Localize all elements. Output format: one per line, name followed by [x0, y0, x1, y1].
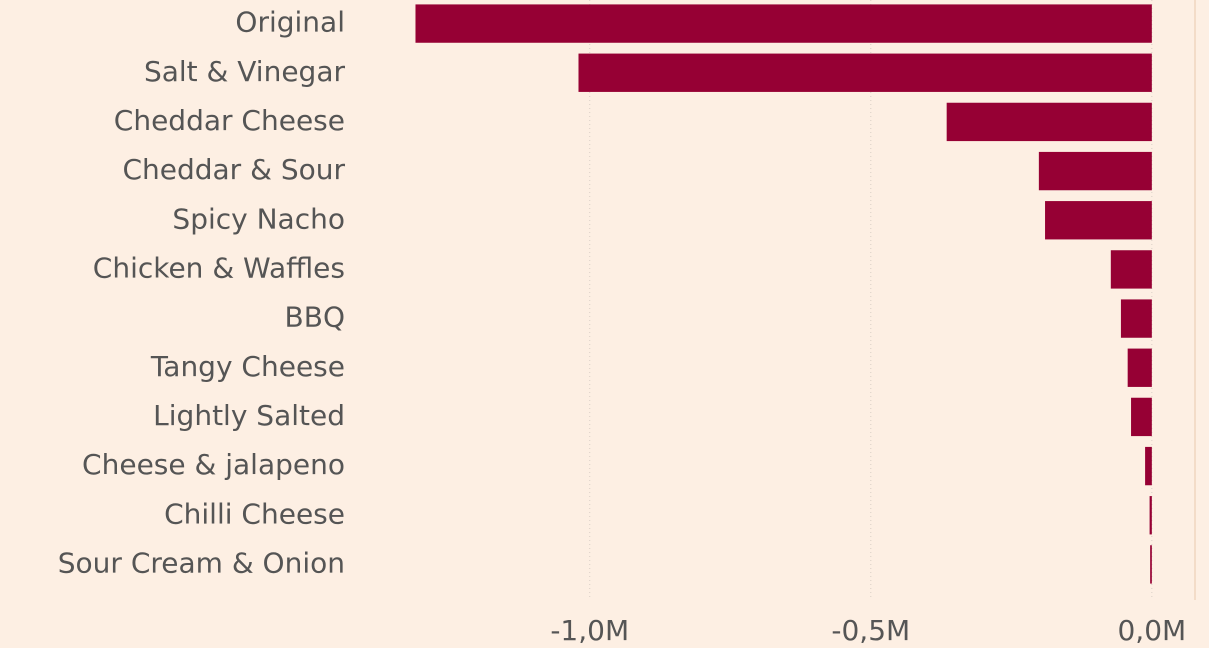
x-tick-label: 0,0M [1117, 614, 1186, 647]
bar [1145, 446, 1152, 486]
y-tick-label: Chicken & Waffles [93, 251, 345, 284]
y-tick-label: Original [235, 6, 345, 39]
y-tick-label: Sour Cream & Onion [58, 546, 345, 579]
bar [1127, 348, 1152, 387]
y-tick-label: Spicy Nacho [172, 202, 345, 235]
y-tick-label: Tangy Cheese [150, 350, 345, 383]
bar [1131, 397, 1152, 437]
y-tick-label: Salt & Vinegar [144, 55, 346, 88]
y-tick-label: Cheddar & Sour [122, 153, 345, 186]
bar [1150, 545, 1152, 584]
bar [1149, 496, 1152, 535]
bar [415, 4, 1152, 43]
bar [578, 53, 1152, 92]
bar [1038, 151, 1152, 191]
bar [1045, 201, 1152, 240]
x-tick-label: -0,5M [831, 614, 910, 647]
y-tick-label: Chilli Cheese [164, 497, 345, 530]
x-tick-label: -1,0M [550, 614, 629, 647]
bar [1110, 250, 1152, 289]
y-tick-label: Cheddar Cheese [114, 104, 345, 137]
y-tick-label: Lightly Salted [153, 399, 345, 432]
bar [1120, 299, 1152, 338]
y-tick-label: Cheese & jalapeno [82, 448, 345, 481]
bar [946, 102, 1152, 142]
y-tick-label: BBQ [285, 301, 345, 334]
